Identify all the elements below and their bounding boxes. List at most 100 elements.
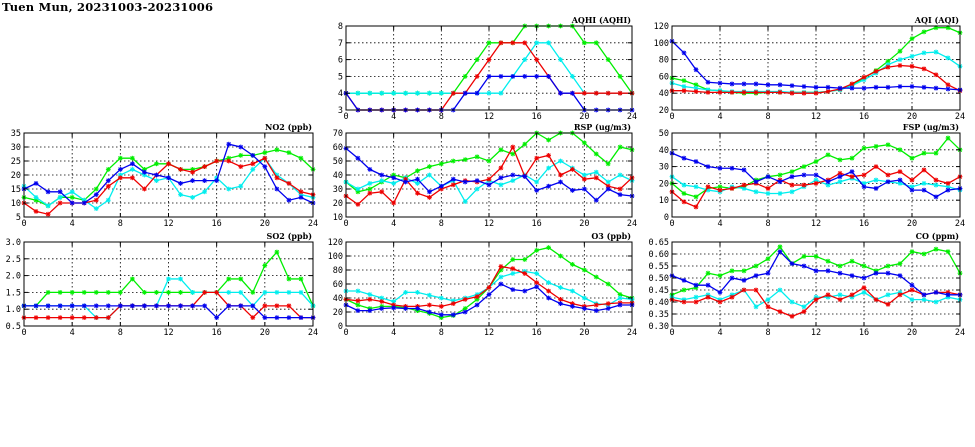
data-point xyxy=(741,268,747,274)
data-point xyxy=(593,274,599,280)
y-tick-label: 1.5 xyxy=(6,288,21,298)
data-point xyxy=(166,276,171,282)
data-point xyxy=(813,159,819,164)
data-point xyxy=(510,257,516,262)
data-point xyxy=(933,182,939,188)
data-point xyxy=(117,290,123,295)
data-point xyxy=(897,57,903,62)
data-point xyxy=(825,258,831,264)
data-point xyxy=(355,298,361,304)
data-point xyxy=(861,172,867,178)
data-point xyxy=(605,90,611,96)
y-tick-label: 0 xyxy=(338,322,343,332)
x-tick-label: 16 xyxy=(532,328,542,338)
data-point xyxy=(837,179,843,185)
data-point xyxy=(498,267,504,273)
data-point xyxy=(705,184,711,190)
data-point xyxy=(693,204,699,210)
data-point xyxy=(777,244,783,250)
data-point xyxy=(274,147,280,153)
data-point xyxy=(117,167,123,172)
data-point xyxy=(765,191,771,196)
data-point xyxy=(813,254,819,259)
data-point xyxy=(546,183,551,189)
x-tick-label: 4 xyxy=(717,219,722,229)
x-tick-label: 0 xyxy=(669,328,674,338)
data-point xyxy=(558,301,563,306)
data-point xyxy=(142,303,147,309)
data-point xyxy=(837,263,843,269)
data-point xyxy=(558,297,563,302)
data-point xyxy=(498,281,504,287)
y-tick-label: 2.0 xyxy=(6,272,21,282)
x-tick-label: 20 xyxy=(579,112,589,122)
data-point xyxy=(391,90,397,96)
data-point xyxy=(438,304,444,309)
data-point xyxy=(498,40,504,46)
x-tick-label: 24 xyxy=(308,328,318,338)
data-point xyxy=(415,168,420,174)
data-point xyxy=(178,167,183,172)
data-point xyxy=(765,89,771,95)
data-point xyxy=(415,290,420,295)
x-tick-label: 0 xyxy=(21,219,26,229)
data-point xyxy=(427,309,432,315)
data-point xyxy=(593,90,599,96)
data-point xyxy=(861,285,867,290)
data-point xyxy=(801,172,807,178)
x-tick-label: 12 xyxy=(484,328,494,338)
data-point xyxy=(427,189,432,195)
data-point xyxy=(510,151,516,157)
data-point xyxy=(69,189,75,195)
data-point xyxy=(945,187,951,193)
data-point xyxy=(510,74,516,79)
y-tick-label: 30 xyxy=(333,185,343,195)
data-point xyxy=(415,190,420,196)
data-point xyxy=(415,306,420,311)
data-point xyxy=(81,200,87,206)
data-point xyxy=(403,179,408,185)
data-point xyxy=(570,304,575,309)
data-point xyxy=(813,90,819,96)
data-point xyxy=(391,200,397,206)
series-blue xyxy=(343,281,635,318)
data-point xyxy=(789,261,795,266)
y-tick-label: 8 xyxy=(338,22,343,32)
data-point xyxy=(605,186,611,192)
data-point xyxy=(729,89,735,95)
data-point xyxy=(474,294,480,299)
data-point xyxy=(605,179,611,185)
data-point xyxy=(546,288,551,294)
x-tick-label: 8 xyxy=(765,328,770,338)
data-point xyxy=(69,200,75,206)
data-point xyxy=(801,309,807,314)
data-point xyxy=(286,290,292,295)
data-point xyxy=(921,29,927,35)
series-blue xyxy=(343,146,635,203)
data-point xyxy=(777,172,783,178)
data-point xyxy=(238,303,244,309)
data-point xyxy=(367,308,373,313)
data-point xyxy=(379,189,385,195)
data-point xyxy=(693,282,699,288)
data-point xyxy=(605,161,611,167)
data-point xyxy=(190,290,195,295)
y-tick-label: 35 xyxy=(11,129,21,139)
data-point xyxy=(286,276,292,282)
data-point xyxy=(605,306,611,311)
data-point xyxy=(873,164,879,169)
data-point xyxy=(474,57,480,62)
data-point xyxy=(681,155,687,161)
series-blue xyxy=(669,38,963,93)
data-point xyxy=(933,194,939,200)
data-point xyxy=(885,84,891,90)
data-point xyxy=(570,167,575,172)
data-point xyxy=(617,172,623,178)
data-point xyxy=(93,290,99,295)
data-point xyxy=(33,195,39,200)
data-point xyxy=(391,305,397,311)
data-point xyxy=(861,290,867,295)
y-tick-label: 2.5 xyxy=(6,255,21,265)
data-point xyxy=(298,315,304,320)
data-point xyxy=(474,154,480,160)
